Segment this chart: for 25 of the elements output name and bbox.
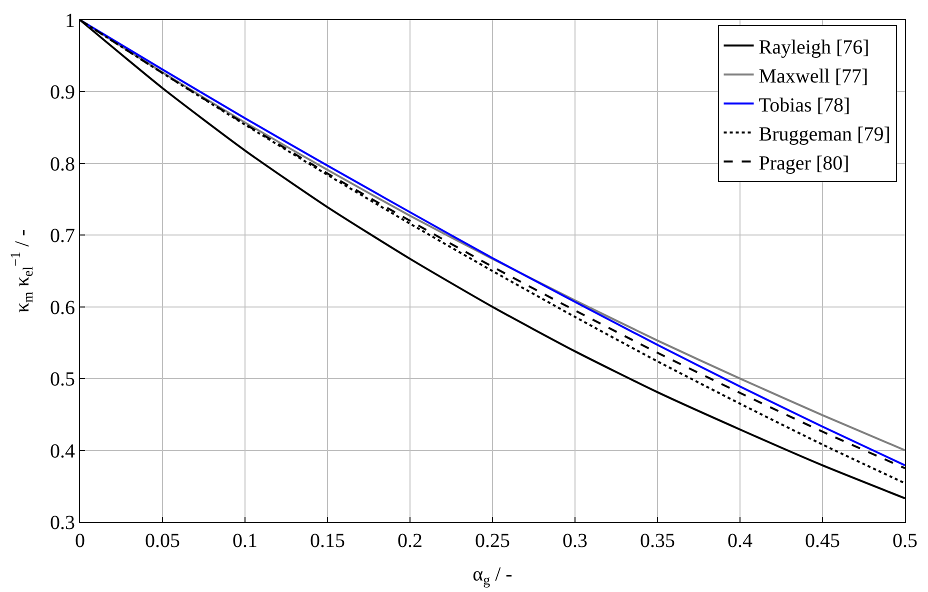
y-tick-label: 0.9 (50, 82, 75, 104)
y-tick-label: 0.3 (50, 512, 75, 534)
legend-label: Prager [80] (758, 152, 850, 174)
y-tick-label: 0.5 (50, 368, 75, 391)
x-tick-label: 0.05 (145, 530, 180, 552)
y-tick-label: 0.6 (50, 296, 75, 319)
x-tick-label: 0 (75, 530, 85, 552)
x-tick-label: 0.45 (805, 530, 840, 552)
x-tick-label: 0.2 (398, 530, 422, 552)
x-tick-label: 0.1 (232, 530, 258, 552)
x-tick-label: 0.3 (562, 530, 588, 552)
legend-label: Bruggeman [79] (758, 123, 890, 146)
y-tick-label: 0.8 (50, 153, 75, 176)
legend-label: Maxwell [77] (758, 65, 868, 88)
x-tick-label: 0.35 (640, 530, 675, 552)
y-tick-label: 1 (65, 10, 75, 32)
x-axis-title: α$_{g}$ / - (472, 564, 512, 589)
legend-label: Rayleigh [76] (758, 36, 870, 58)
x-tick-label: 0.25 (475, 530, 510, 552)
x-tick-label: 0.15 (310, 530, 345, 552)
y-tick-label: 0.7 (50, 225, 75, 248)
x-tick-label: 0.4 (728, 530, 752, 552)
legend-label: Tobias [78] (758, 94, 850, 116)
y-tick-label: 0.4 (50, 440, 75, 462)
x-tick-label: 0.5 (892, 530, 918, 552)
